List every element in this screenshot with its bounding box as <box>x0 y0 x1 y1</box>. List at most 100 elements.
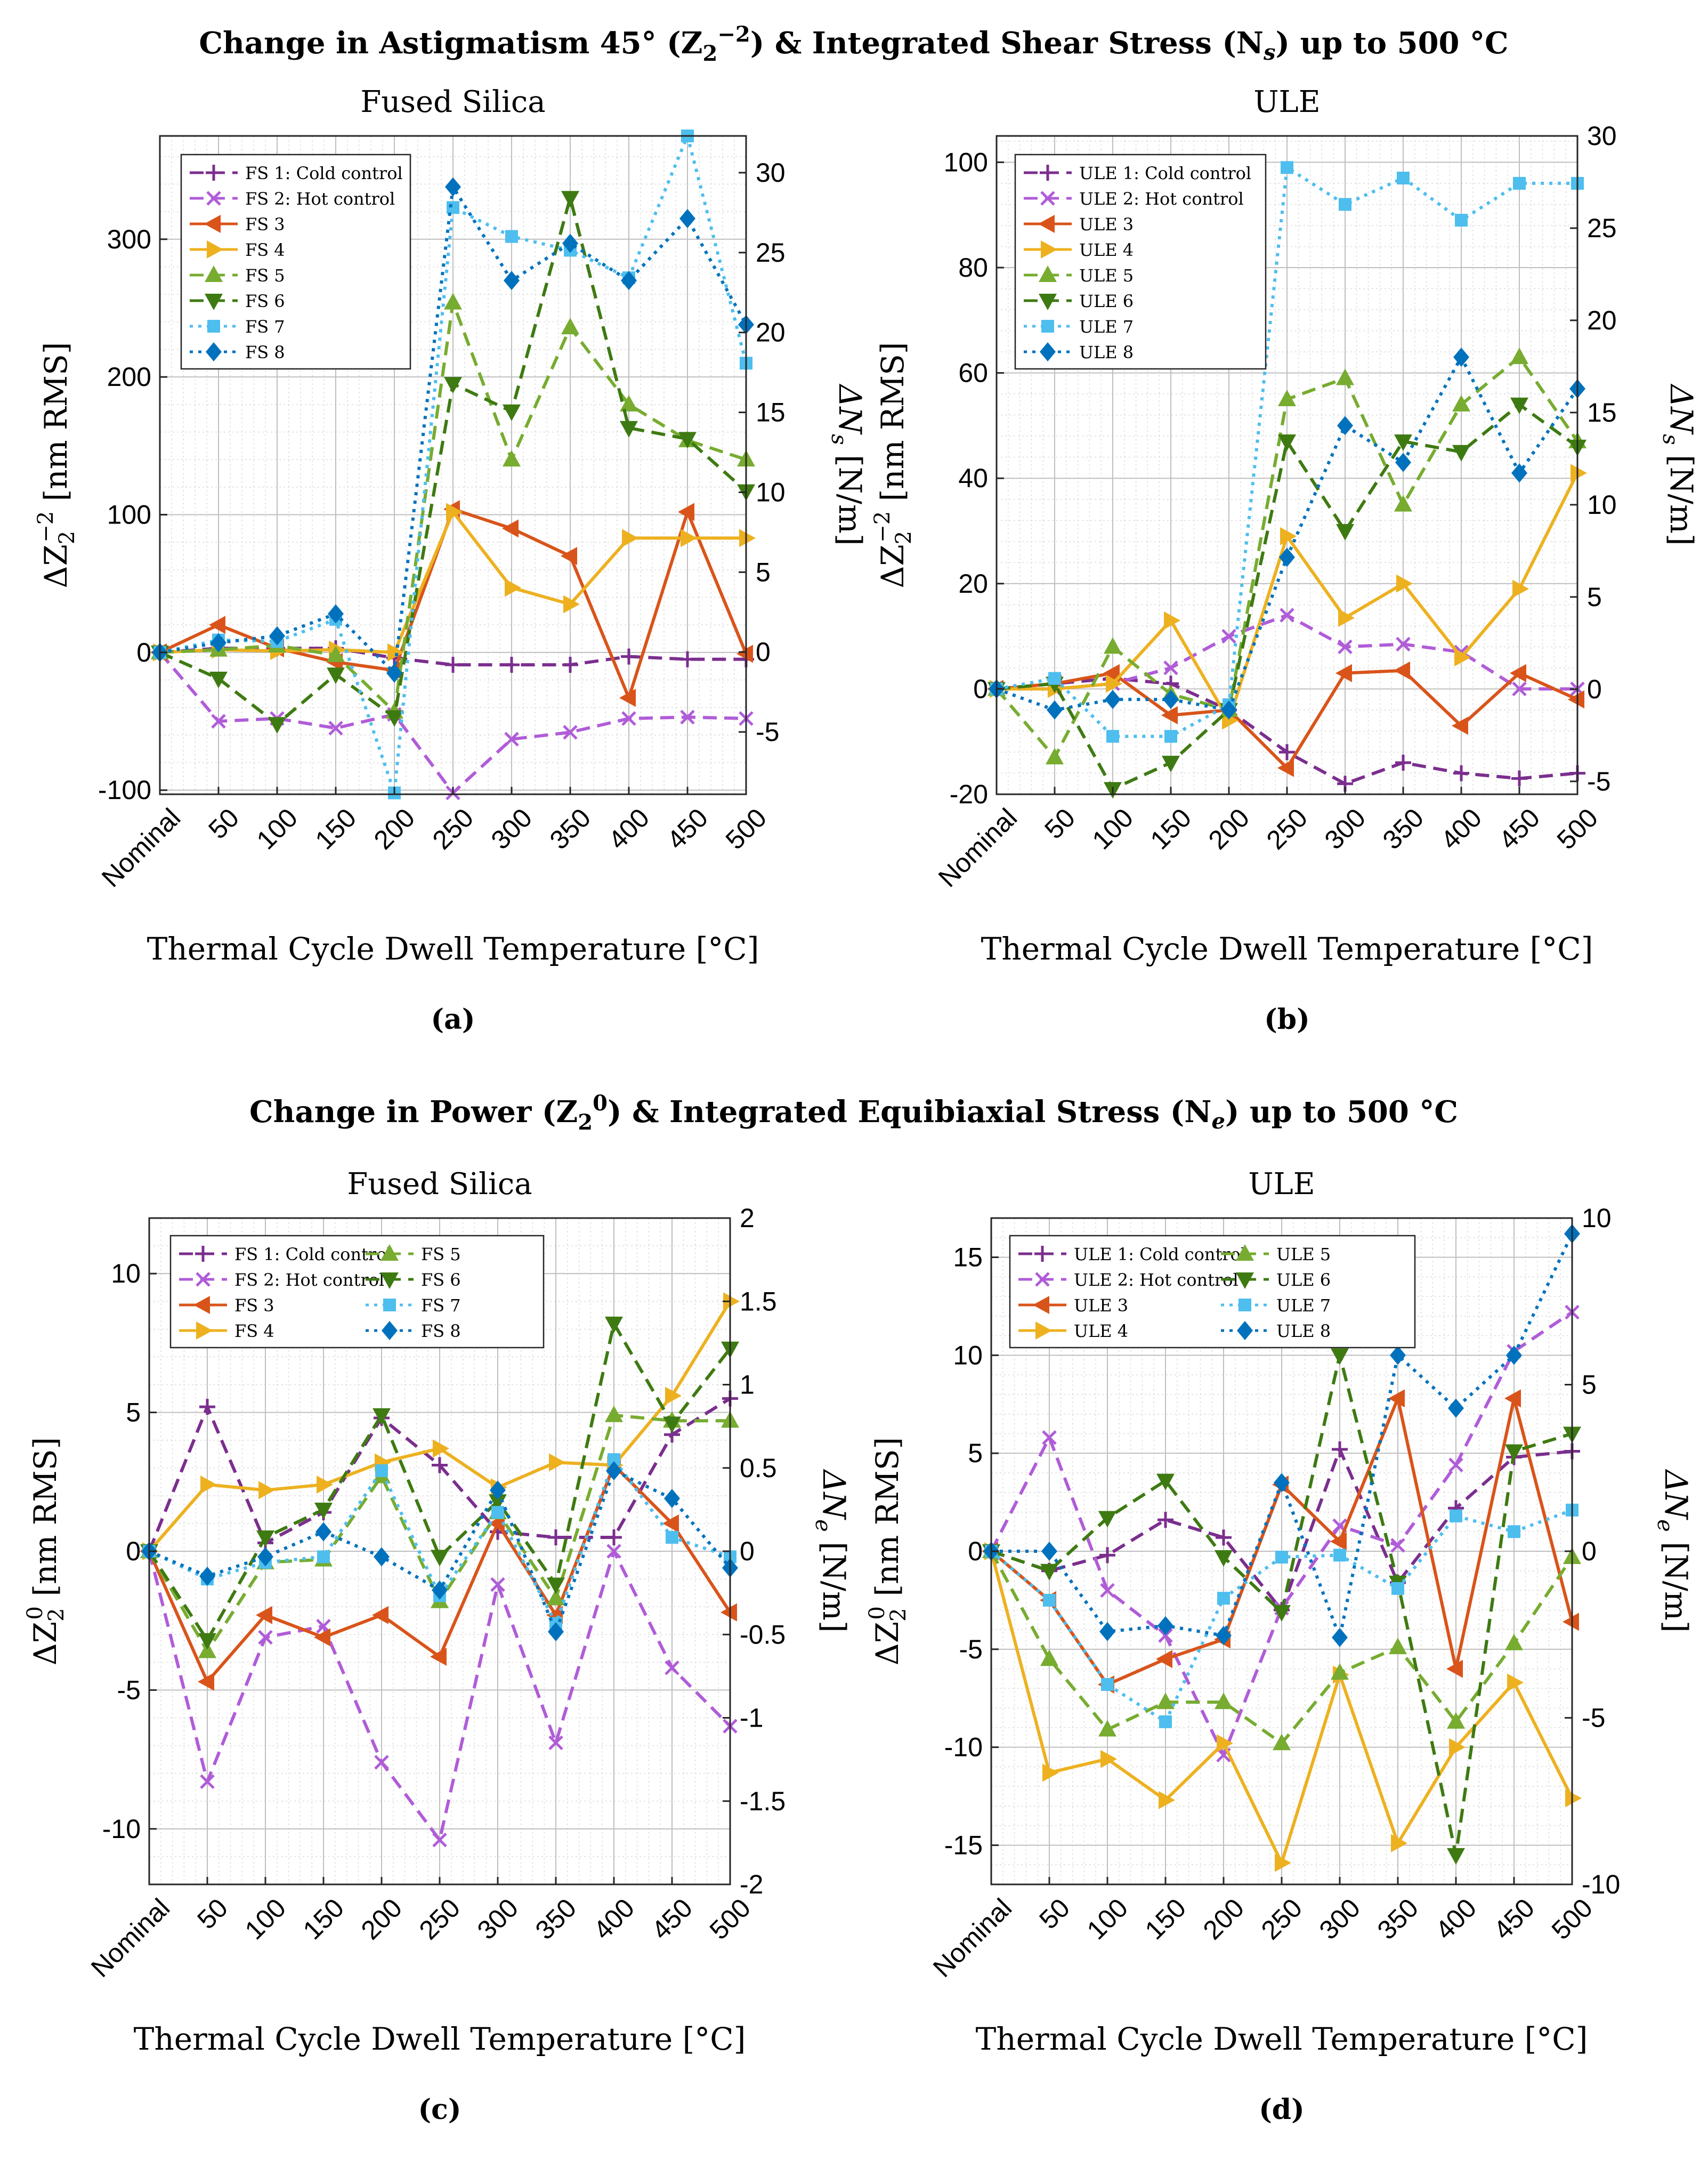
xtick-label: 400 <box>1430 1893 1483 1946</box>
figure-title-bottom: Change in Power (Z20) & Integrated Equib… <box>249 1091 1458 1135</box>
marker-x <box>328 721 343 736</box>
ytick-label: 80 <box>958 253 988 283</box>
marker-tri-right <box>258 1481 275 1500</box>
marker-tri-left <box>721 1603 737 1622</box>
marker-tri-down <box>1278 434 1296 452</box>
marker-square <box>1238 1299 1251 1311</box>
marker-square <box>505 230 518 243</box>
marker-diamond <box>1279 547 1295 567</box>
marker-tri-down <box>547 1577 565 1594</box>
marker-plus <box>1279 744 1295 760</box>
label-part: s <box>827 434 851 445</box>
marker-diamond <box>1395 453 1411 472</box>
y-axis-label: ΔZ20 [nm RMS] <box>23 1437 69 1665</box>
legend-label: FS 4 <box>234 1321 274 1341</box>
y2tick-label: 5 <box>756 557 771 587</box>
x-axis-label: Thermal Cycle Dwell Temperature [°C] <box>981 931 1593 967</box>
marker-diamond <box>1237 1321 1253 1340</box>
legend-entry: FS 7 <box>366 1295 461 1316</box>
y2tick-label: 30 <box>1587 121 1617 151</box>
marker-diamond <box>1047 700 1063 720</box>
chart-c: Fused Silica -10 -5 0 5 10 -2 -1.5 -1 -0.5 0 0.5 1 1.… <box>23 1167 852 2126</box>
xtick-label: 50 <box>1033 1893 1075 1935</box>
marker-tri-right <box>1106 674 1122 693</box>
marker-tri-down <box>1447 1848 1465 1865</box>
label-part: ΔN <box>816 1469 852 1520</box>
marker-tri-down <box>209 671 228 688</box>
panel-caption: (d) <box>1259 2093 1305 2126</box>
xtick-label: 50 <box>191 1893 233 1935</box>
xtick-label: 400 <box>588 1893 641 1946</box>
marker-tri-left <box>209 616 225 634</box>
xtick-label: 250 <box>1261 803 1314 856</box>
xtick-label: 200 <box>1203 803 1256 856</box>
marker-x <box>1221 628 1236 644</box>
marker-tri-left <box>1563 1613 1579 1631</box>
marker-plus <box>606 1529 622 1545</box>
x-axis-label: Thermal Cycle Dwell Temperature [°C] <box>147 931 759 967</box>
xtick-label: 250 <box>1256 1893 1308 1946</box>
marker-diamond <box>606 1461 622 1480</box>
marker-x <box>621 711 636 726</box>
marker-tri-right <box>1100 1750 1117 1768</box>
marker-square <box>1041 320 1054 333</box>
legend-entry: ULE 2: Hot control <box>1018 1270 1238 1290</box>
marker-square <box>1217 1592 1230 1605</box>
series-line <box>996 402 1579 791</box>
legend-entry: FS 7 <box>190 317 285 337</box>
marker-tri-up <box>1331 1663 1349 1680</box>
marker-diamond <box>1163 690 1179 710</box>
marker-diamond <box>1221 700 1237 720</box>
ytick-label: -20 <box>950 779 988 809</box>
marker-x <box>1338 639 1353 655</box>
marker-tri-left <box>1330 1532 1347 1551</box>
marker-tri-up <box>1273 1734 1291 1751</box>
xtick-label: 100 <box>239 1893 292 1946</box>
marker-tri-right <box>1164 611 1180 630</box>
legend-label: FS 1: Cold control <box>245 163 403 183</box>
xtick-label: 450 <box>661 803 714 856</box>
marker-x <box>1163 660 1178 675</box>
label-part: −2 <box>34 511 58 543</box>
marker-tri-down <box>605 1316 623 1333</box>
marker-tri-down <box>1039 294 1057 310</box>
marker-plus <box>548 1529 564 1545</box>
marker-diamond <box>386 663 402 683</box>
label-part: ΔZ <box>38 544 74 588</box>
marker-square <box>1513 176 1526 190</box>
ytick-label: 200 <box>107 362 151 392</box>
legend-label: ULE 1: Cold control <box>1074 1244 1246 1264</box>
legend-entry: FS 3 <box>179 1295 274 1316</box>
marker-tri-right <box>622 529 638 547</box>
legend-label: ULE 3 <box>1074 1295 1128 1316</box>
label-part: [nm RMS] <box>38 342 74 511</box>
xtick-label: 50 <box>203 803 245 845</box>
label-part: e <box>1653 1519 1677 1532</box>
xtick-label: 500 <box>1551 803 1604 856</box>
label-part: [N/m] <box>832 445 868 546</box>
marker-diamond <box>1216 1626 1232 1646</box>
ytick-label: 0 <box>126 1536 141 1566</box>
marker-tri-down <box>444 377 462 394</box>
marker-tri-right <box>1035 1321 1052 1340</box>
panel-title: Fused Silica <box>347 1167 532 1202</box>
marker-tri-down <box>327 667 345 684</box>
marker-tri-right <box>1571 464 1587 482</box>
xtick-label: 300 <box>1314 1893 1366 1946</box>
marker-tri-up <box>1215 1693 1233 1710</box>
marker-diamond <box>621 271 637 291</box>
marker-x <box>1448 1457 1463 1473</box>
marker-plus <box>679 651 695 667</box>
legend-label: ULE 4 <box>1074 1321 1128 1341</box>
marker-tri-left <box>736 644 753 663</box>
xtick-label: 200 <box>368 803 421 856</box>
xtick-label: 300 <box>485 803 538 856</box>
legend-label: FS 2: Hot control <box>245 189 395 209</box>
marker-tri-down <box>1331 1348 1349 1365</box>
ytick-label: 0 <box>968 1536 983 1566</box>
marker-diamond <box>211 633 226 652</box>
marker-tri-left <box>1568 690 1584 709</box>
panel-caption: (b) <box>1264 1003 1310 1036</box>
ytick-label: 20 <box>958 569 988 599</box>
marker-tri-right <box>681 529 697 547</box>
